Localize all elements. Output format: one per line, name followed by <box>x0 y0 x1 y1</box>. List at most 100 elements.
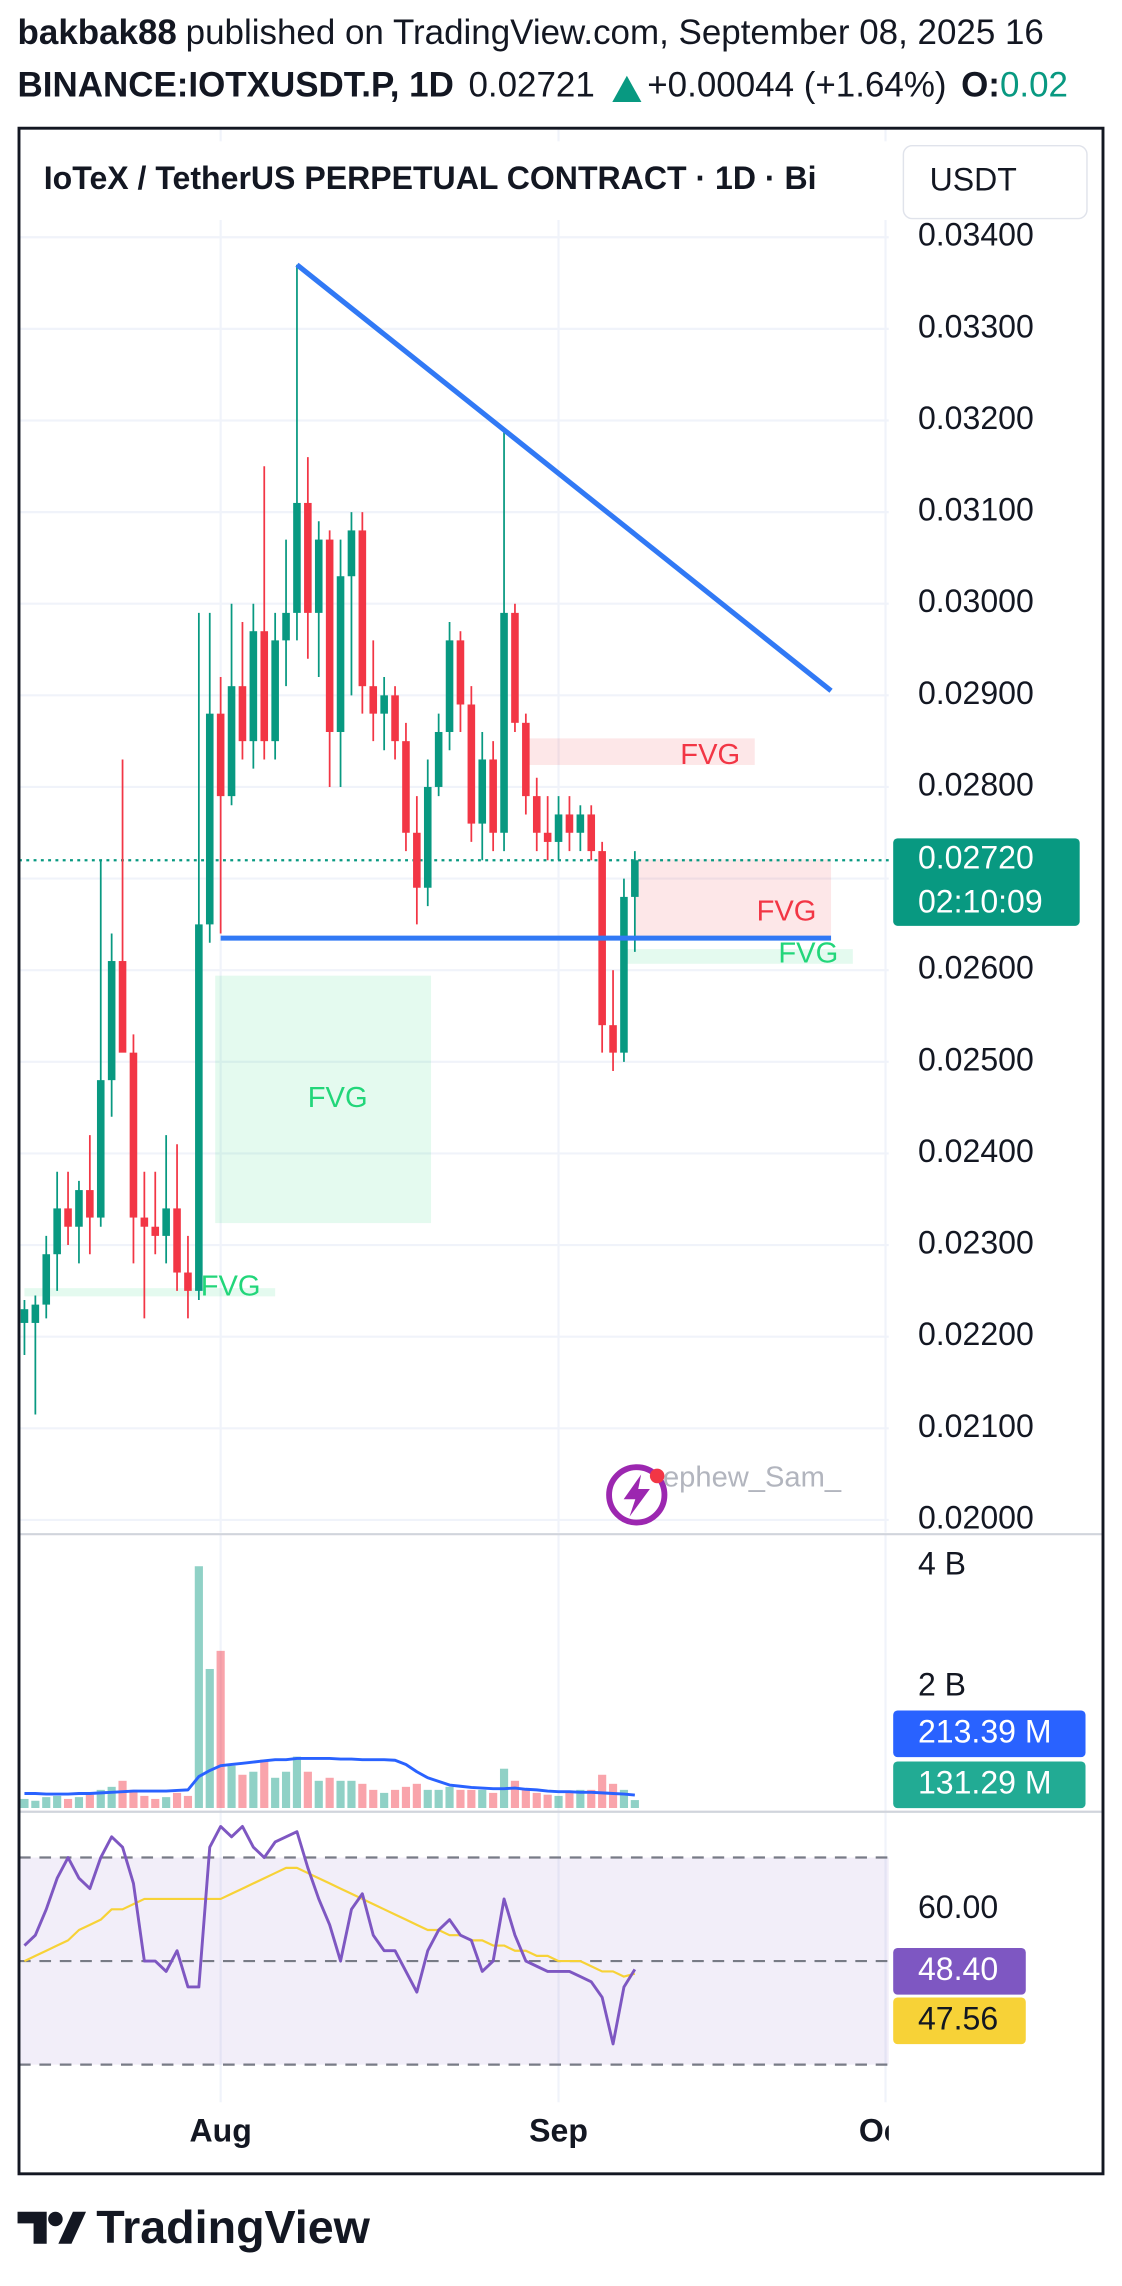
volume-bar <box>74 1797 84 1809</box>
volume-bar <box>151 1798 160 1809</box>
candle-body <box>478 759 487 824</box>
candle-body <box>532 796 541 833</box>
volume-bar <box>521 1789 530 1809</box>
value-label-box <box>893 1761 1086 1809</box>
candle-body <box>609 1025 617 1053</box>
candle-body <box>489 759 497 833</box>
last-price-label: 0.02720 <box>918 840 1034 876</box>
candle-body <box>151 1226 160 1236</box>
countdown: 02:10:09 <box>918 883 1043 919</box>
volume-bar <box>543 1794 552 1809</box>
y-tick-label: 0.02800 <box>918 766 1034 802</box>
candle-body <box>522 722 530 797</box>
candle-body <box>107 961 116 1081</box>
volume-bar <box>303 1771 312 1809</box>
candle-body <box>293 502 301 613</box>
time-axis: Aug Sep Oct <box>190 2112 889 2148</box>
volume-bar <box>445 1786 454 1809</box>
candle-body <box>75 1190 83 1227</box>
volume-bar <box>85 1794 94 1809</box>
price-change: +0.00044 (+1.64%) <box>647 66 946 105</box>
y-tick-label: 0.02000 <box>918 1499 1034 1535</box>
candle-body <box>631 860 639 897</box>
fvg-label: FVG <box>308 1082 368 1114</box>
symbol: BINANCE:IOTXUSDT.P, 1D <box>18 66 454 105</box>
volume-bar <box>412 1783 421 1809</box>
candle-body <box>42 1254 51 1305</box>
fvg-zone <box>215 975 432 1224</box>
volume-bar <box>238 1774 247 1809</box>
x-tick-label: Sep <box>529 2112 588 2148</box>
volume-bar <box>347 1780 356 1809</box>
volume-bar <box>587 1789 596 1809</box>
candle-body <box>369 686 378 714</box>
candle-body <box>445 640 454 732</box>
candle-body <box>118 961 127 1053</box>
volume-bar <box>140 1795 149 1809</box>
y-tick-label: 0.03200 <box>918 400 1034 436</box>
candle-body <box>576 814 585 833</box>
volume-ma <box>24 1756 635 1797</box>
watermark-icon <box>606 1464 668 1526</box>
volume-bar <box>314 1780 323 1809</box>
volume-pane <box>20 1534 887 1812</box>
candle-body <box>31 1304 40 1323</box>
open-key: O: <box>961 66 1000 105</box>
candle-body <box>314 539 323 613</box>
brand-logo <box>17 2211 87 2244</box>
candle-body <box>216 713 225 797</box>
volume-bar <box>292 1756 302 1809</box>
volume-bar <box>619 1789 629 1809</box>
volume-bar <box>456 1789 465 1809</box>
rsi-line <box>23 1824 637 2046</box>
title-bar <box>19 141 891 221</box>
candle-body <box>173 1208 181 1273</box>
volume-bar <box>271 1777 280 1809</box>
last-price: 0.02721 <box>468 66 594 105</box>
publish-line: bakbak88 published on TradingView.com, Se… <box>18 13 1044 52</box>
candle-body <box>587 814 596 852</box>
y-tick-label: 0.02900 <box>918 675 1034 711</box>
candle-body <box>434 731 443 787</box>
candle-body <box>184 1272 192 1291</box>
candle-body <box>260 631 269 742</box>
volume-bar <box>532 1792 541 1809</box>
y-tick-label: 4 B <box>918 1546 966 1582</box>
volume-bar <box>227 1765 236 1809</box>
candle-body <box>325 539 334 732</box>
candle-body <box>304 502 312 613</box>
rsi-ma <box>23 1866 636 1978</box>
volume-bar <box>510 1780 520 1809</box>
volume-bar <box>183 1795 193 1809</box>
value-label-box <box>893 1997 1026 2045</box>
volume-bar <box>281 1771 291 1809</box>
y-tick-label: 0.03300 <box>918 308 1034 344</box>
currency-button[interactable] <box>902 144 1088 220</box>
value-label: 47.56 <box>918 2000 998 2036</box>
candle-body <box>423 786 432 888</box>
volume-bar <box>172 1792 182 1809</box>
chart-title: IoTeX / TetherUS PERPETUAL CONTRACT · 1D… <box>44 160 817 196</box>
value-label: 48.40 <box>918 1951 998 1987</box>
candle-body <box>195 924 203 1291</box>
fvg-zone <box>634 859 832 940</box>
fvg-label: FVG <box>680 739 740 771</box>
fvg-zone <box>24 1288 276 1297</box>
volume-bar <box>31 1800 40 1809</box>
value-label-box <box>893 1710 1086 1758</box>
volume-bar <box>434 1789 443 1809</box>
volume-bar <box>249 1771 258 1809</box>
value-label: 131.29 M <box>918 1764 1052 1800</box>
candle-body <box>620 896 628 1053</box>
candle-body <box>413 832 421 888</box>
fvg-label: FVG <box>201 1270 261 1302</box>
price-axis: 0.03400 0.03300 0.03200 0.03100 0.03000 0.029… <box>893 217 1086 2045</box>
currency-label[interactable]: USDT <box>930 162 1017 198</box>
candle-body <box>205 713 214 925</box>
volume-bar <box>96 1789 105 1809</box>
candle-body <box>554 814 563 842</box>
candle-body <box>282 612 290 641</box>
candle-body <box>86 1190 94 1218</box>
candle-body <box>227 686 236 797</box>
